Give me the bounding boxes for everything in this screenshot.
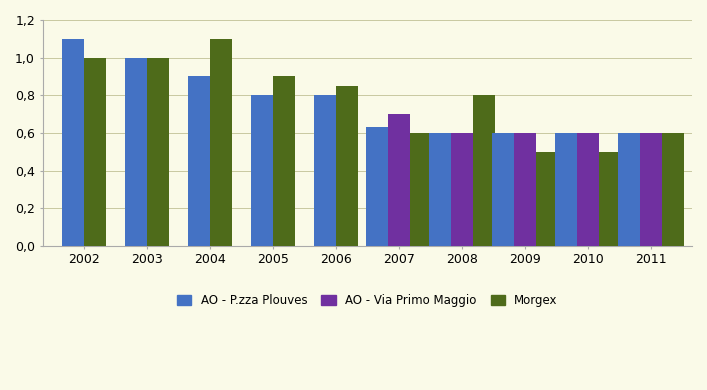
Legend: AO - P.zza Plouves, AO - Via Primo Maggio, Morgex: AO - P.zza Plouves, AO - Via Primo Maggi… bbox=[173, 290, 562, 312]
Bar bbox=[536, 152, 558, 246]
Bar bbox=[451, 133, 473, 246]
Bar bbox=[273, 76, 295, 246]
Bar bbox=[366, 127, 388, 246]
Bar bbox=[388, 114, 410, 246]
Bar bbox=[618, 133, 640, 246]
Bar bbox=[662, 133, 684, 246]
Bar bbox=[314, 95, 336, 246]
Bar bbox=[251, 95, 273, 246]
Bar bbox=[124, 58, 146, 246]
Bar bbox=[410, 133, 432, 246]
Bar bbox=[473, 95, 495, 246]
Bar bbox=[514, 133, 536, 246]
Bar bbox=[555, 133, 577, 246]
Bar bbox=[187, 76, 210, 246]
Bar bbox=[577, 133, 599, 246]
Bar bbox=[146, 58, 169, 246]
Bar bbox=[492, 133, 514, 246]
Bar bbox=[336, 86, 358, 246]
Bar bbox=[210, 39, 232, 246]
Bar bbox=[599, 152, 621, 246]
Bar bbox=[62, 39, 83, 246]
Bar bbox=[428, 133, 451, 246]
Bar bbox=[640, 133, 662, 246]
Bar bbox=[83, 58, 105, 246]
